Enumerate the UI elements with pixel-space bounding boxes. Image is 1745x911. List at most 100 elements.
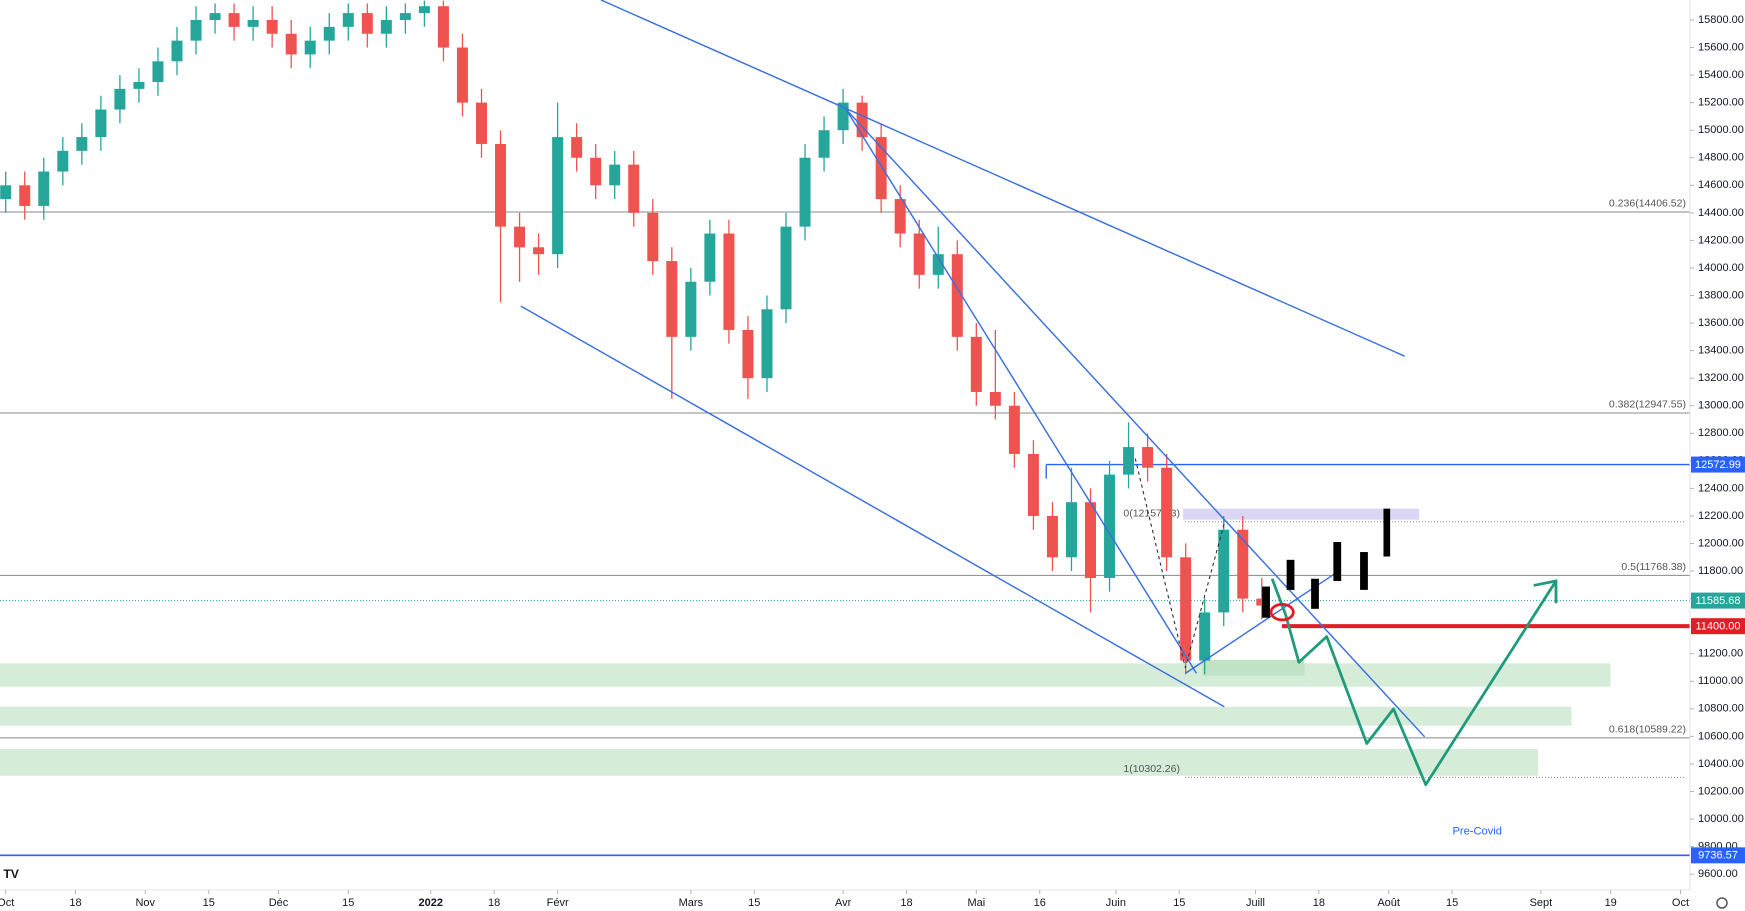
fib-label: 1(10302.26) [1123, 763, 1180, 775]
candle-body [799, 157, 811, 227]
x-tick-label: Févr [547, 897, 569, 909]
candle-body [609, 164, 621, 186]
y-tick-label: 10800.00 [1698, 703, 1744, 715]
x-tick-label: Mai [967, 897, 985, 909]
y-tick-label: 13400.00 [1698, 345, 1744, 357]
y-tick-label: 15600.00 [1698, 41, 1744, 53]
candle-body [38, 171, 50, 206]
candle-body [951, 254, 963, 337]
candle-body [0, 185, 12, 200]
axes: 9600.009800.0010000.0010200.0010400.0010… [0, 14, 1745, 909]
candle-body [685, 281, 697, 337]
trendline [520, 305, 1225, 708]
candle-body [228, 13, 240, 27]
price-tag-label: 9736.57 [1698, 850, 1738, 862]
fib-label: 0.236(14406.52) [1609, 198, 1686, 210]
candle-body [475, 102, 487, 144]
candle-body [1142, 447, 1154, 468]
support-zone [1202, 660, 1305, 676]
y-tick-label: 10000.00 [1698, 813, 1744, 825]
x-tick-label: Oct [1672, 897, 1689, 909]
time-axis [0, 890, 1745, 911]
candle-body [1180, 557, 1192, 661]
candle-body [1104, 474, 1116, 578]
candle-body [209, 13, 221, 20]
y-tick-label: 12800.00 [1698, 427, 1744, 439]
candle-body [418, 6, 430, 14]
y-tick-label: 13600.00 [1698, 317, 1744, 329]
candle-body [1046, 515, 1058, 558]
y-tick-label: 13800.00 [1698, 289, 1744, 301]
y-tick-label: 13200.00 [1698, 372, 1744, 384]
candle-body [285, 33, 297, 55]
candle-body [323, 26, 335, 41]
x-tick-label: 15 [342, 897, 354, 909]
candle-body [989, 391, 1001, 406]
candle-body [361, 13, 373, 34]
x-tick-label: 15 [1446, 897, 1458, 909]
y-tick-label: 12400.00 [1698, 482, 1744, 494]
forecast-bar [1311, 578, 1319, 609]
candle-body [590, 157, 602, 186]
x-tick-label: 15 [1173, 897, 1185, 909]
candle-body [152, 61, 164, 82]
candle-body [913, 233, 925, 275]
y-tick-label: 10200.00 [1698, 785, 1744, 797]
x-tick-label: 16 [1034, 897, 1046, 909]
x-tick-label: Avr [835, 897, 852, 909]
candle-body [742, 329, 754, 379]
x-tick-label: 18 [1313, 897, 1325, 909]
price-tag-label: 12572.99 [1695, 459, 1741, 471]
x-tick-label: 2022 [419, 897, 443, 909]
trendline [845, 108, 1198, 674]
candle-body [171, 40, 183, 62]
zones [0, 508, 1611, 776]
candle-body [894, 199, 906, 234]
x-tick-label: Août [1377, 897, 1400, 909]
candle-body [1123, 447, 1135, 475]
candle-body [628, 164, 640, 213]
candle-body [380, 19, 392, 34]
x-tick-label: Juill [1246, 897, 1265, 909]
candles [0, 0, 1268, 675]
candle-body [19, 185, 31, 206]
fib-label: 0.5(11768.38) [1621, 561, 1686, 573]
price-axis [1690, 0, 1745, 911]
forecast-bar [1383, 508, 1391, 557]
y-tick-label: 15800.00 [1698, 14, 1744, 26]
levels: 0.236(14406.52) 0.382(12947.55) 0.5(11768.… [0, 198, 1690, 857]
candle-body [437, 6, 449, 48]
candle-body [1161, 467, 1173, 558]
settings-icon[interactable] [1716, 897, 1728, 909]
y-tick-label: 11000.00 [1698, 675, 1743, 687]
fib-label: 0.382(12947.55) [1609, 399, 1686, 411]
x-tick-label: Oct [0, 897, 14, 909]
candle-body [133, 81, 145, 89]
x-tick-label: Sept [1530, 897, 1553, 909]
y-tick-label: 13000.00 [1698, 400, 1744, 412]
candle-body [76, 137, 88, 151]
candle-body [647, 212, 659, 262]
candle-body [856, 102, 868, 138]
drawings: Pre-Covid TV [3, 0, 1558, 881]
y-tick-label: 12000.00 [1698, 537, 1744, 549]
trendline [1184, 572, 1337, 674]
candle-body [57, 150, 69, 172]
x-tick-label: Déc [269, 897, 289, 909]
y-tick-label: 14400.00 [1698, 207, 1744, 219]
x-tick-label: 15 [748, 897, 760, 909]
candle-body [1065, 502, 1077, 558]
y-tick-label: 10400.00 [1698, 758, 1744, 770]
forecast-bar [1262, 586, 1270, 618]
candle-body [818, 130, 830, 158]
candle-body [514, 226, 526, 248]
candle-body [837, 102, 849, 131]
resistance-zone [1183, 508, 1420, 520]
candle-body [533, 247, 545, 255]
y-tick-label: 15200.00 [1698, 97, 1744, 109]
candle-body [1008, 405, 1020, 454]
forecast-path [1270, 578, 1558, 787]
y-tick-label: 15400.00 [1698, 69, 1744, 81]
candle-body [456, 47, 468, 103]
